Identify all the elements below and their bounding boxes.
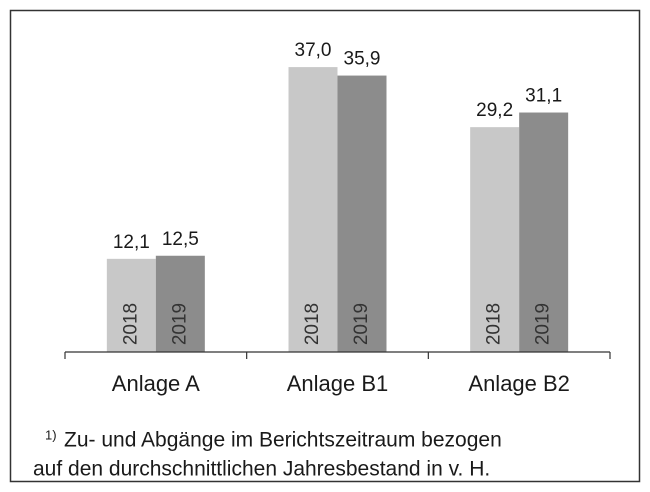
data-label: 35,9 (344, 49, 381, 70)
data-label: 12,5 (162, 229, 199, 250)
data-label: 12,1 (113, 232, 150, 253)
x-tick-label: Anlage B1 (287, 371, 389, 396)
bar (106, 258, 156, 352)
bar (337, 75, 387, 352)
data-label: 29,2 (476, 100, 513, 121)
series-label: 2019 (169, 303, 190, 345)
bar (470, 127, 520, 352)
bar (288, 67, 338, 352)
data-label: 31,1 (525, 86, 562, 107)
footnote-line: auf den durchschnittlichen Jahresbestand… (33, 458, 490, 481)
x-tick-label: Anlage B2 (468, 371, 570, 396)
bar (519, 112, 569, 352)
bar (155, 255, 205, 352)
series-label: 2018 (302, 303, 323, 345)
series-label: 2019 (533, 303, 554, 345)
series-label: 2018 (484, 303, 505, 345)
series-label: 2019 (351, 303, 372, 345)
data-label: 37,0 (295, 40, 332, 61)
x-tick-label: Anlage A (112, 371, 200, 396)
footnote-marker: 1) (45, 427, 57, 442)
footnote-line: Zu- und Abgänge im Berichtszeitraum bezo… (64, 429, 502, 452)
series-label: 2018 (120, 303, 141, 345)
